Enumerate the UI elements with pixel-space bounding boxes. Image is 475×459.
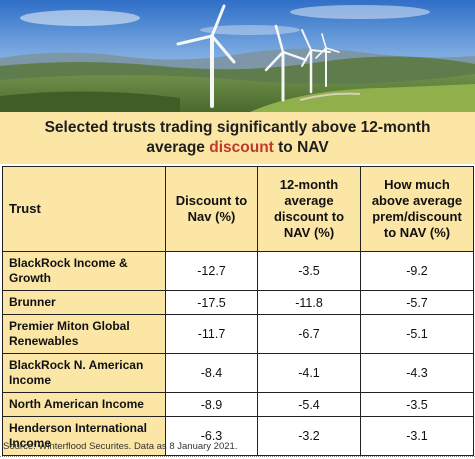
trust-name: Henderson International Income: [2, 416, 166, 456]
title-box: Selected trusts trading significantly ab…: [0, 112, 475, 164]
discount-value: -11.7: [165, 314, 258, 354]
title-line-1: Selected trusts trading significantly ab…: [44, 119, 431, 136]
discount-value: -8.9: [165, 392, 258, 417]
above-average-value: -5.7: [360, 290, 474, 315]
average-value: -3.5: [257, 251, 361, 291]
average-value: -5.4: [257, 392, 361, 417]
average-value: -11.8: [257, 290, 361, 315]
average-value: -4.1: [257, 353, 361, 393]
discount-value: -8.4: [165, 353, 258, 393]
title-highlight-discount: discount: [209, 139, 274, 156]
trust-name: BlackRock Income & Growth: [2, 251, 166, 291]
trust-name: BlackRock N. American Income: [2, 353, 166, 393]
table-row: Henderson International Income -6.3 -3.2…: [2, 416, 474, 456]
discount-value: -17.5: [165, 290, 258, 315]
above-average-value: -9.2: [360, 251, 474, 291]
source-note: Source: Winterflood Securites. Data as 8…: [3, 441, 238, 452]
table-row: North American Income -8.9 -5.4 -3.5: [2, 392, 474, 417]
above-average-value: -3.1: [360, 416, 474, 456]
header-12m-average: 12-month average discount to NAV (%): [257, 166, 361, 252]
header-discount: Discount to Nav (%): [165, 166, 258, 252]
trust-name: North American Income: [2, 392, 166, 417]
divider: [0, 456, 475, 457]
table-row: BlackRock N. American Income -8.4 -4.1 -…: [2, 353, 474, 393]
table-row: BlackRock Income & Growth -12.7 -3.5 -9.…: [2, 251, 474, 291]
header-above-average: How much above average prem/discount to …: [360, 166, 474, 252]
discount-value: -6.3: [165, 416, 258, 456]
trust-name: Premier Miton Global Renewables: [2, 314, 166, 354]
above-average-value: -5.1: [360, 314, 474, 354]
trusts-table: Trust Discount to Nav (%) 12-month avera…: [2, 166, 474, 456]
table-header-row: Trust Discount to Nav (%) 12-month avera…: [2, 166, 474, 252]
wind-farm-banner-image: [0, 0, 475, 112]
discount-value: -12.7: [165, 251, 258, 291]
trust-name: Brunner: [2, 290, 166, 315]
above-average-value: -3.5: [360, 392, 474, 417]
table-row: Brunner -17.5 -11.8 -5.7: [2, 290, 474, 315]
average-value: -3.2: [257, 416, 361, 456]
table-row: Premier Miton Global Renewables -11.7 -6…: [2, 314, 474, 354]
average-value: -6.7: [257, 314, 361, 354]
header-trust: Trust: [2, 166, 166, 252]
above-average-value: -4.3: [360, 353, 474, 393]
title-line-2: average discount to NAV: [146, 138, 328, 158]
title-line-2-post: to NAV: [273, 139, 329, 156]
title-line-2-pre: average: [146, 139, 210, 156]
